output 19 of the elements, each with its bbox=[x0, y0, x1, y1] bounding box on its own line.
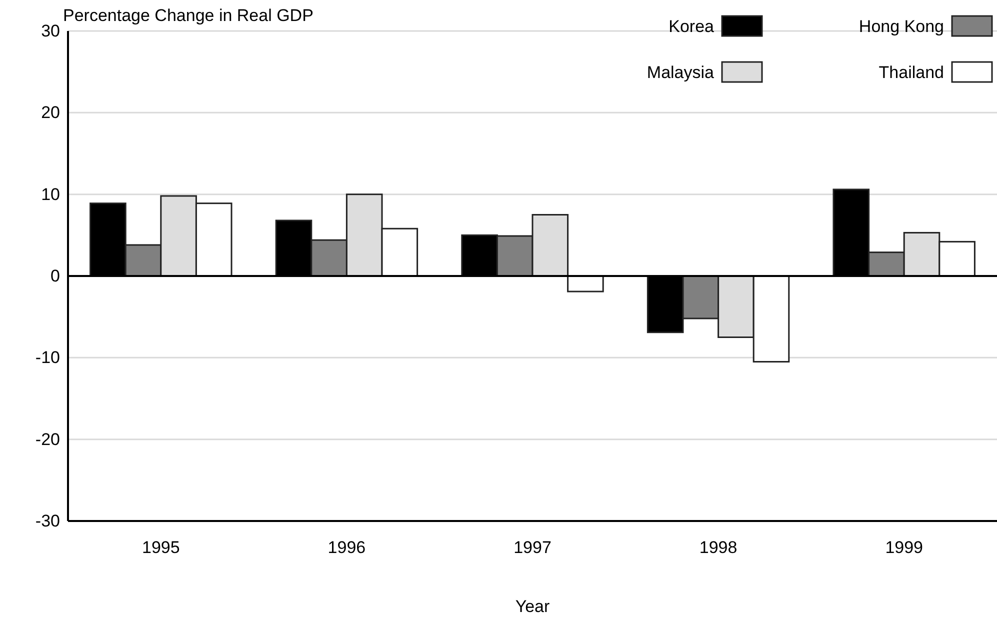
x-tick-label: 1996 bbox=[328, 538, 366, 558]
y-tick-label: 20 bbox=[41, 103, 60, 122]
y-tick-label: -10 bbox=[35, 348, 60, 368]
y-tick-label: 0 bbox=[50, 266, 60, 286]
x-tick-label: 1995 bbox=[142, 538, 180, 558]
legend-label: Malaysia bbox=[646, 63, 715, 82]
x-tick-label: 1998 bbox=[699, 538, 738, 558]
x-tick-label: 1997 bbox=[514, 538, 552, 558]
y-tick-label: -30 bbox=[35, 511, 60, 530]
bar bbox=[567, 275, 604, 292]
y-tick-label: 10 bbox=[41, 184, 60, 204]
legend-label: Thailand bbox=[878, 63, 944, 82]
x-tick-label: 1999 bbox=[885, 538, 924, 558]
x-axis-title: Year bbox=[515, 597, 550, 616]
y-axis-title: Percentage Change in Real GDP bbox=[63, 6, 314, 25]
y-tick-label: 30 bbox=[41, 21, 60, 40]
legend-label: Hong Kong bbox=[858, 17, 944, 36]
legend-label: Korea bbox=[668, 17, 715, 36]
y-tick-label: -20 bbox=[35, 430, 60, 449]
